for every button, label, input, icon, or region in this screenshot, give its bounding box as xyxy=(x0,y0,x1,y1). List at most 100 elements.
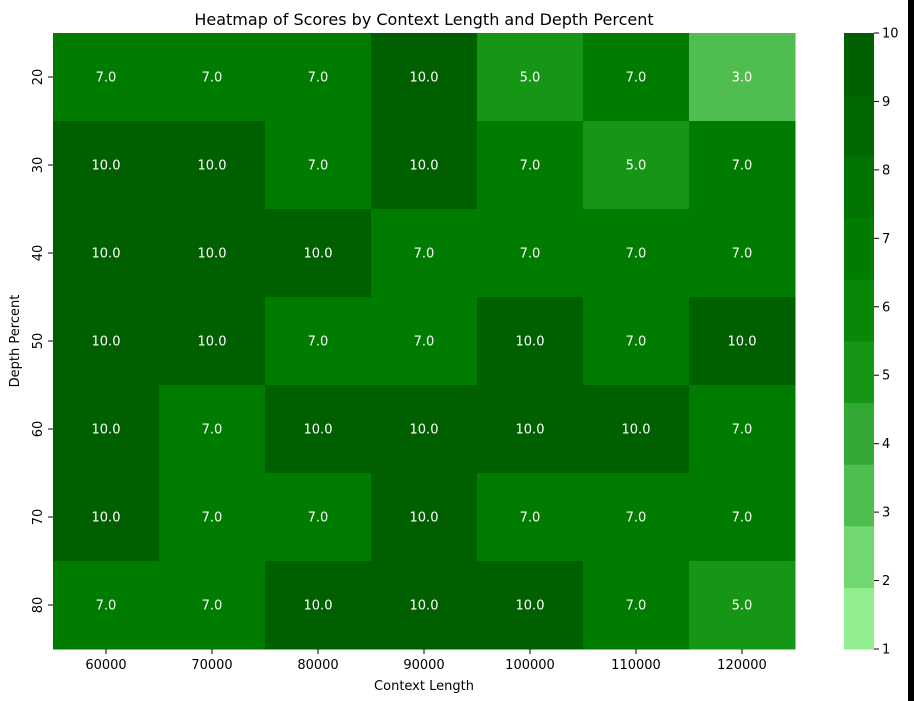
heatmap-cell xyxy=(53,209,160,298)
colorbar-tick-label: 7 xyxy=(882,232,890,247)
x-tick-label: 120000 xyxy=(717,658,767,673)
cell-value-label: 10.0 xyxy=(410,599,439,614)
heatmap-cell xyxy=(689,297,796,386)
heatmap-cell xyxy=(265,385,372,474)
cell-value-label: 7.0 xyxy=(414,247,435,262)
cell-value-label: 7.0 xyxy=(308,335,329,350)
x-tick-label: 60000 xyxy=(85,658,126,673)
heatmap-cell xyxy=(583,121,690,210)
colorbar-bin xyxy=(844,156,874,219)
heatmap-cell xyxy=(477,209,584,298)
heatmap-cell xyxy=(371,385,478,474)
heatmap-cell xyxy=(371,209,478,298)
cell-value-label: 10.0 xyxy=(728,335,757,350)
colorbar-tick-label: 3 xyxy=(882,506,890,521)
heatmap-cell xyxy=(371,473,478,562)
cell-value-label: 7.0 xyxy=(414,335,435,350)
cell-value-label: 5.0 xyxy=(520,71,541,86)
colorbar-bin xyxy=(844,402,874,465)
cell-value-label: 7.0 xyxy=(96,71,117,86)
cell-value-label: 7.0 xyxy=(96,599,117,614)
heatmap-cell xyxy=(159,385,266,474)
heatmap-cell xyxy=(53,473,160,562)
heatmap-cell xyxy=(477,121,584,210)
heatmap-cell xyxy=(265,209,372,298)
heatmap-cell xyxy=(583,33,690,122)
heatmap-cell xyxy=(583,385,690,474)
y-tick-label: 60 xyxy=(31,421,46,438)
y-tick-label: 70 xyxy=(31,509,46,526)
heatmap-cell xyxy=(53,297,160,386)
x-tick-label: 110000 xyxy=(611,658,661,673)
colorbar-bin xyxy=(844,94,874,157)
heatmap-cell xyxy=(53,561,160,650)
x-axis-label: Context Length xyxy=(374,679,474,694)
x-tick-label: 90000 xyxy=(403,658,444,673)
cell-annotations: 7.0 7.0 7.0 10.0 5.0 7.0 3.0 10.0 10.0 7.0 10.0 7.0… xyxy=(92,71,757,614)
y-tick-label: 80 xyxy=(31,597,46,614)
y-tick-label: 40 xyxy=(31,245,46,262)
heatmap-cell xyxy=(689,561,796,650)
cell-value-label: 10.0 xyxy=(92,423,121,438)
colorbar-tick-label: 1 xyxy=(882,643,890,658)
heatmap-cell xyxy=(159,121,266,210)
heatmap-cell xyxy=(159,33,266,122)
cell-value-label: 7.0 xyxy=(202,599,223,614)
colorbar-bin xyxy=(844,279,874,342)
cell-value-label: 5.0 xyxy=(732,599,753,614)
cell-value-label: 10.0 xyxy=(516,335,545,350)
heatmap-cell xyxy=(477,561,584,650)
cell-value-label: 10.0 xyxy=(410,511,439,526)
heatmap-cell xyxy=(477,473,584,562)
colorbar-bin xyxy=(844,33,874,96)
cell-value-label: 10.0 xyxy=(92,511,121,526)
colorbar-tick-label: 9 xyxy=(882,95,890,110)
heatmap-cell xyxy=(689,33,796,122)
cell-value-label: 7.0 xyxy=(202,423,223,438)
heatmap-cell xyxy=(265,33,372,122)
cell-value-label: 10.0 xyxy=(410,423,439,438)
heatmap-cell xyxy=(371,33,478,122)
heatmap-cell xyxy=(689,209,796,298)
heatmap-cell xyxy=(371,561,478,650)
cell-value-label: 5.0 xyxy=(626,159,647,174)
cell-value-label: 7.0 xyxy=(626,511,647,526)
y-tick-label: 30 xyxy=(31,157,46,174)
heatmap-cell xyxy=(159,297,266,386)
y-tick-label: 20 xyxy=(31,69,46,86)
heatmap-cell xyxy=(477,33,584,122)
y-axis: 20 30 40 50 60 70 80 xyxy=(31,69,53,614)
cell-value-label: 7.0 xyxy=(626,599,647,614)
cell-value-label: 7.0 xyxy=(202,71,223,86)
cell-value-label: 7.0 xyxy=(520,247,541,262)
cell-value-label: 7.0 xyxy=(520,159,541,174)
heatmap-cell xyxy=(371,121,478,210)
cell-value-label: 7.0 xyxy=(520,511,541,526)
colorbar-bin xyxy=(844,341,874,404)
heatmap-cell xyxy=(159,209,266,298)
heatmap-cell xyxy=(53,33,160,122)
cell-value-label: 10.0 xyxy=(304,247,333,262)
heatmap-cell xyxy=(583,561,690,650)
x-tick-label: 70000 xyxy=(191,658,232,673)
heatmap-cell xyxy=(371,297,478,386)
cell-value-label: 7.0 xyxy=(732,159,753,174)
heatmap-cell xyxy=(477,385,584,474)
x-tick-label: 100000 xyxy=(505,658,555,673)
cell-value-label: 10.0 xyxy=(92,247,121,262)
heatmap-cell xyxy=(265,297,372,386)
heatmap-cell xyxy=(689,473,796,562)
window-edge xyxy=(908,0,914,701)
heatmap-cell xyxy=(53,385,160,474)
cell-value-label: 10.0 xyxy=(304,599,333,614)
cell-value-label: 10.0 xyxy=(92,335,121,350)
colorbar-bin xyxy=(844,217,874,280)
cell-value-label: 10.0 xyxy=(304,423,333,438)
heatmap-cell xyxy=(689,121,796,210)
cell-value-label: 10.0 xyxy=(410,71,439,86)
colorbar-bin xyxy=(844,525,874,588)
chart-title: Heatmap of Scores by Context Length and … xyxy=(194,10,653,29)
cell-value-label: 3.0 xyxy=(732,71,753,86)
heatmap-cell xyxy=(265,121,372,210)
